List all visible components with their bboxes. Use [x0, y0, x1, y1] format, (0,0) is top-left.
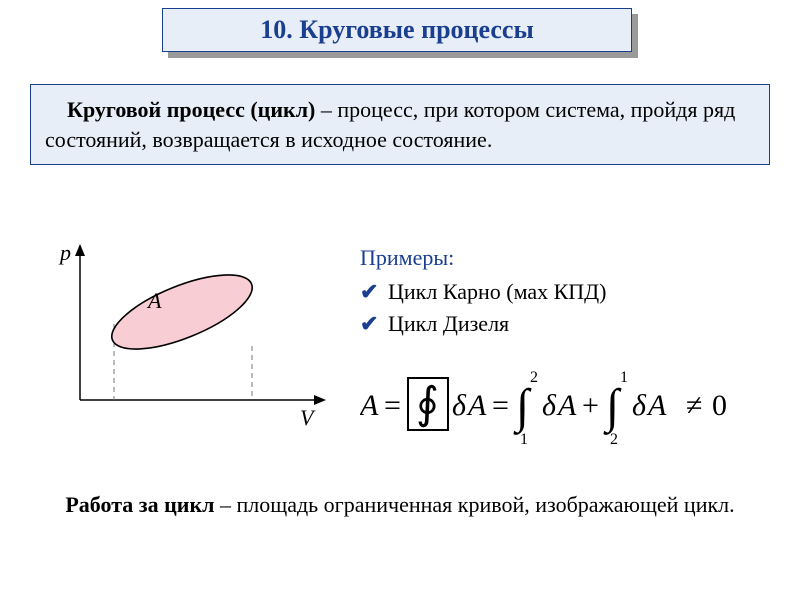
- svg-text:0: 0: [712, 389, 727, 422]
- svg-text:∫: ∫: [603, 380, 622, 435]
- svg-text:=: =: [384, 389, 401, 422]
- example-item: ✔ Цикл Дизеля: [360, 311, 607, 337]
- svg-text:A: A: [556, 389, 577, 422]
- footer-text: Работа за цикл – площадь ограниченная кр…: [30, 490, 770, 521]
- example-item: ✔ Цикл Карно (мах КПД): [360, 279, 607, 305]
- svg-text:∮: ∮: [416, 379, 439, 428]
- footer-bold: Работа за цикл: [65, 492, 214, 517]
- svg-text:∫: ∫: [513, 380, 532, 435]
- svg-text:≠: ≠: [686, 389, 702, 422]
- page-title: 10. Круговые процессы: [260, 15, 534, 45]
- svg-text:=: =: [492, 389, 509, 422]
- y-axis-label: p: [58, 240, 71, 265]
- svg-text:A: A: [466, 389, 487, 422]
- definition-bold: Круговой процесс (цикл): [67, 97, 315, 122]
- svg-text:δ: δ: [632, 389, 647, 422]
- example-label: Цикл Карно (мах КПД): [388, 279, 607, 305]
- svg-text:δ: δ: [452, 389, 467, 422]
- svg-text:δ: δ: [542, 389, 557, 422]
- checkmark-icon: ✔: [360, 279, 388, 305]
- area-label: A: [146, 288, 162, 313]
- examples-title: Примеры:: [360, 245, 607, 271]
- footer-rest: – площадь ограниченная кривой, изображаю…: [215, 492, 735, 517]
- svg-text:1: 1: [620, 369, 628, 386]
- examples-block: Примеры: ✔ Цикл Карно (мах КПД) ✔ Цикл Д…: [360, 245, 607, 343]
- svg-text:A: A: [360, 389, 379, 422]
- svg-text:+: +: [582, 389, 599, 422]
- pv-diagram: p V A: [30, 230, 340, 430]
- x-axis-label: V: [300, 405, 316, 430]
- example-label: Цикл Дизеля: [388, 311, 509, 337]
- definition-box: Круговой процесс (цикл) – процесс, при к…: [30, 84, 770, 165]
- checkmark-icon: ✔: [360, 311, 388, 337]
- svg-text:1: 1: [520, 431, 528, 448]
- svg-text:2: 2: [610, 431, 618, 448]
- svg-text:A: A: [646, 389, 667, 422]
- formula: A = ∮ δ A = ∫ 2 1 δ A + ∫ 1 2 δ A ≠ 0: [360, 360, 770, 450]
- svg-text:2: 2: [530, 369, 538, 386]
- title-box: 10. Круговые процессы: [162, 8, 632, 52]
